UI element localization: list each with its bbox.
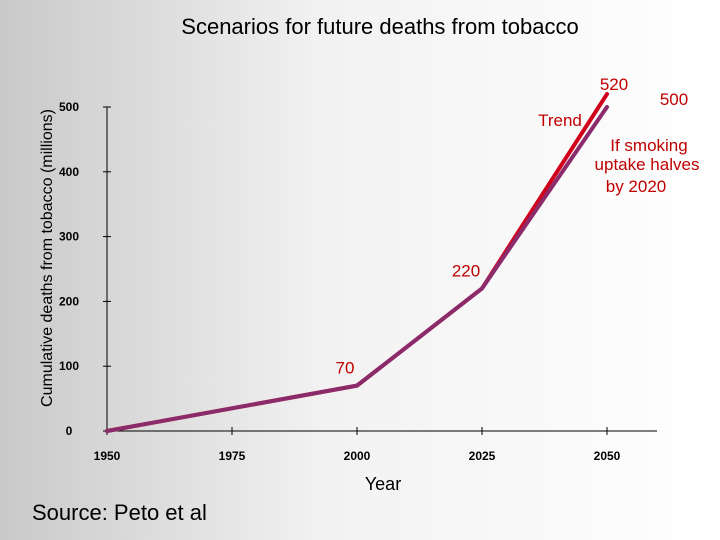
ticks: 0 100 200 300 400 500 1950 1975 2000 2025 2050: [59, 100, 621, 463]
y-tick-label: 300: [59, 230, 79, 244]
halves-label-line-3: by 2020: [606, 177, 667, 196]
y-tick-label: 200: [59, 294, 79, 308]
y-axis-label: Cumulative deaths from tobacco (millions…: [39, 109, 56, 407]
halves-label-line-1: If smoking: [610, 136, 687, 155]
x-tick-label: 1975: [219, 449, 246, 463]
trend-label: Trend: [538, 111, 582, 130]
x-tick-label: 2050: [594, 449, 621, 463]
source-note: Source: Peto et al: [32, 500, 207, 525]
x-tick-label: 1950: [94, 449, 121, 463]
x-tick-label: 2025: [469, 449, 496, 463]
halves-label-line-2: uptake halves: [595, 155, 700, 174]
y-tick-label: 500: [59, 100, 79, 114]
axes: [106, 107, 657, 432]
y-tick-label: 100: [59, 359, 79, 373]
series-line-0: [105, 92, 609, 433]
series-line-1: [105, 105, 609, 433]
y-tick-label: 400: [59, 165, 79, 179]
y-tick-label: 0: [66, 424, 73, 438]
x-axis-label: Year: [365, 474, 401, 494]
value-label: 70: [336, 359, 355, 378]
annotations: 70 220 520 500: [336, 75, 689, 378]
value-label: 520: [600, 75, 628, 94]
x-tick-label: 2000: [344, 449, 371, 463]
chart-title: Scenarios for future deaths from tobacco: [181, 14, 578, 39]
value-label: 220: [452, 261, 480, 280]
series-lines: [105, 92, 609, 433]
value-label: 500: [660, 90, 688, 109]
